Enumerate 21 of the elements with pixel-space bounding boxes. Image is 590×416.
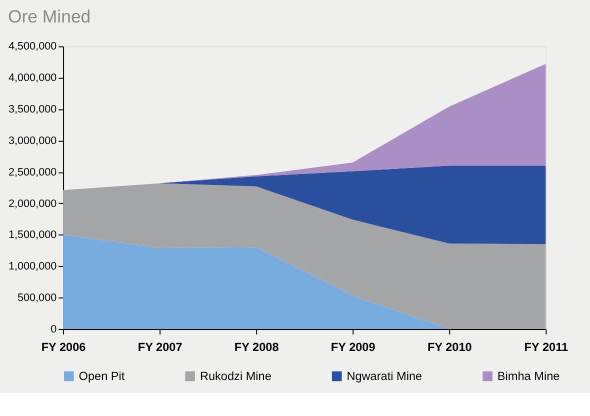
x-tick-label: FY 2008 (234, 340, 280, 354)
legend-label: Ngwarati Mine (346, 369, 423, 384)
x-tick-label: FY 2007 (138, 340, 183, 354)
y-tick-label: 2,000,000 (8, 198, 57, 210)
y-tick-label: 4,000,000 (8, 72, 57, 84)
y-tick-label: 0 (50, 323, 57, 336)
y-tick-label: 3,500,000 (8, 104, 57, 116)
y-tick-label: 1,500,000 (8, 229, 57, 242)
x-tick-label: FY 2011 (524, 340, 568, 354)
y-tick-label: 4,500,000 (8, 40, 57, 53)
y-tick-label: 3,000,000 (8, 134, 57, 147)
x-tick-label: FY 2006 (41, 340, 86, 354)
x-tick-label: FY 2010 (427, 340, 472, 354)
y-tick-label: 1,000,000 (8, 260, 57, 273)
legend-label: Open Pit (78, 369, 126, 384)
chart-title: Ore Mined (8, 6, 91, 27)
y-tick-label: 500,000 (17, 292, 57, 304)
legend-label: Bimha Mine (497, 369, 560, 384)
y-tick-label: 2,500,000 (8, 166, 57, 178)
x-tick-label: FY 2009 (330, 340, 376, 354)
legend-label: Rukodzi Mine (200, 369, 272, 384)
